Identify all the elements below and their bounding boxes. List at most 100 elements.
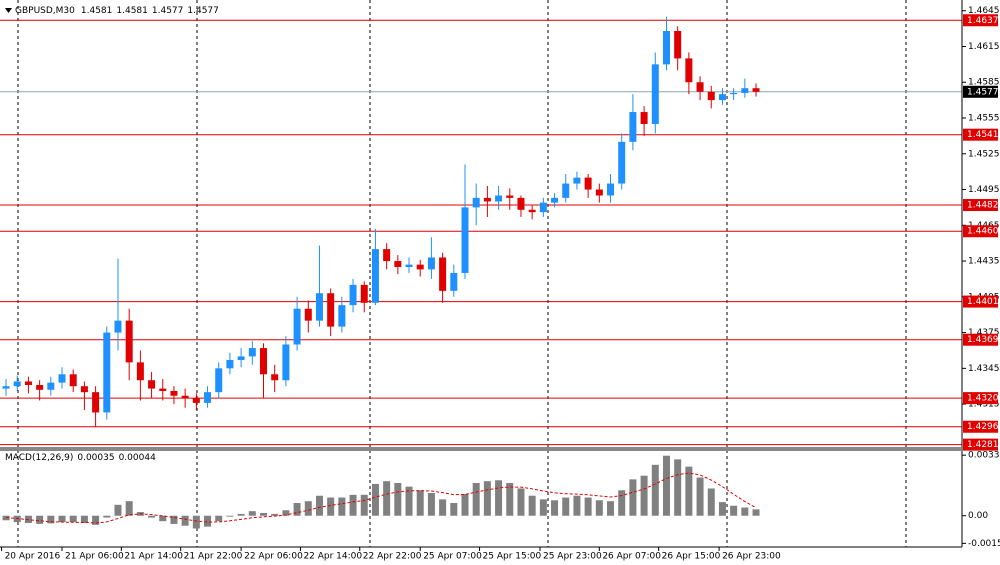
level-label: 1.4369 xyxy=(967,335,999,345)
x-tick-label: 21 Apr 22:00 xyxy=(184,552,243,562)
macd-bar xyxy=(439,499,447,516)
macd-bar xyxy=(304,501,312,516)
candle-body xyxy=(260,348,268,375)
candle-body xyxy=(562,183,570,198)
macd-bar xyxy=(92,515,100,525)
candle-body xyxy=(136,362,144,381)
level-label: 1.4460 xyxy=(967,227,999,237)
candle-body xyxy=(103,332,111,413)
candle-body xyxy=(282,344,290,381)
candle-body xyxy=(371,249,379,303)
y-tick-label: 1.4435 xyxy=(968,257,1000,267)
candle-body xyxy=(685,58,693,83)
candle-body xyxy=(618,141,626,184)
y-tick-label: 1.4345 xyxy=(968,364,1000,374)
macd-bar xyxy=(718,502,726,516)
ohlc-low: 1.4577 xyxy=(152,6,184,16)
macd-bar xyxy=(293,503,301,516)
level-tag xyxy=(963,420,998,433)
macd-bar xyxy=(159,515,167,522)
macd-main: 0.00035 xyxy=(77,453,114,463)
candle-body xyxy=(36,385,44,390)
macd-bar xyxy=(260,513,268,516)
y-tick-label: 1.4555 xyxy=(968,114,1000,124)
candle-body xyxy=(674,30,682,59)
candle-body xyxy=(204,392,212,403)
macd-bar xyxy=(36,515,44,524)
candle-body xyxy=(450,272,458,291)
macd-bar xyxy=(114,504,122,516)
macd-bar xyxy=(80,515,88,523)
candle-body xyxy=(506,195,514,198)
candle-body xyxy=(237,356,245,360)
macd-bar xyxy=(148,515,156,518)
candle-body xyxy=(640,112,648,124)
macd-bar xyxy=(181,515,189,526)
level-label: 1.4482 xyxy=(967,201,999,211)
menu-triangle[interactable] xyxy=(5,8,12,13)
candle-body xyxy=(226,359,234,369)
candle-body xyxy=(327,293,335,327)
symbol: GBPUSD,M30 xyxy=(15,6,75,16)
macd-signal: 0.00044 xyxy=(119,453,156,463)
macd-bar xyxy=(551,500,559,516)
macd-bar xyxy=(204,515,212,527)
level-label: 1.4541 xyxy=(967,130,999,140)
candle-body xyxy=(539,202,547,213)
candle-body xyxy=(125,320,133,363)
ohlc-high: 1.4581 xyxy=(116,6,148,16)
candle-body xyxy=(427,257,435,270)
x-tick-label: 21 Apr 06:00 xyxy=(65,552,124,562)
candle-body xyxy=(730,92,738,95)
candle-body xyxy=(271,374,279,381)
macd-bar xyxy=(248,511,256,516)
macd-bar xyxy=(69,515,77,523)
candle-body xyxy=(58,374,66,383)
candle-body xyxy=(80,386,88,393)
macd-bar xyxy=(237,513,245,516)
level-tag xyxy=(963,128,998,141)
macd-bar xyxy=(662,455,670,516)
macd-bar xyxy=(282,510,290,516)
candle-body xyxy=(696,82,704,92)
macd-bar xyxy=(741,507,749,516)
macd-bar xyxy=(517,488,525,516)
macd-bar xyxy=(215,515,223,522)
y-tick-label: 1.4495 xyxy=(968,185,1000,195)
level-tag xyxy=(963,295,998,308)
level-label: 1.4281 xyxy=(967,440,999,450)
candle-body xyxy=(741,88,749,93)
macd-bar xyxy=(360,494,368,516)
level-tag xyxy=(963,14,998,27)
candle-body xyxy=(349,284,357,306)
candle-body xyxy=(248,348,256,357)
panel-divider xyxy=(0,447,962,451)
y-tick-label: 1.4585 xyxy=(968,78,1000,88)
macd-bar xyxy=(629,479,637,516)
y-tick-label: 1.4615 xyxy=(968,42,1000,52)
y-tick-label: 0.00 xyxy=(968,511,988,521)
candle-body xyxy=(707,91,715,101)
symbol-header: GBPUSD,M30 1.4581 1.4581 1.4577 1.4577 xyxy=(15,6,219,16)
candle-body xyxy=(439,257,447,291)
x-tick-label: 20 Apr 2016 xyxy=(5,552,61,562)
candle-body xyxy=(405,264,413,268)
x-tick-label: 22 Apr 22:00 xyxy=(363,552,422,562)
macd-bar xyxy=(450,503,458,516)
vertical-separators xyxy=(17,0,907,547)
candle-body xyxy=(24,381,32,386)
candle-body xyxy=(629,112,637,142)
macd-bar xyxy=(192,515,200,529)
y-tick-label: 0.00333 xyxy=(968,451,1000,461)
candle-body xyxy=(293,308,301,345)
x-tick-label: 22 Apr 14:00 xyxy=(303,552,362,562)
macd-bar xyxy=(405,486,413,516)
macd-bar xyxy=(618,490,626,516)
level-label: 1.4296 xyxy=(967,422,999,432)
candle-body xyxy=(573,177,581,184)
x-tick-label: 26 Apr 23:00 xyxy=(722,552,781,562)
y-tick-label: 1.4375 xyxy=(968,328,1000,338)
macd-bar xyxy=(271,513,279,516)
